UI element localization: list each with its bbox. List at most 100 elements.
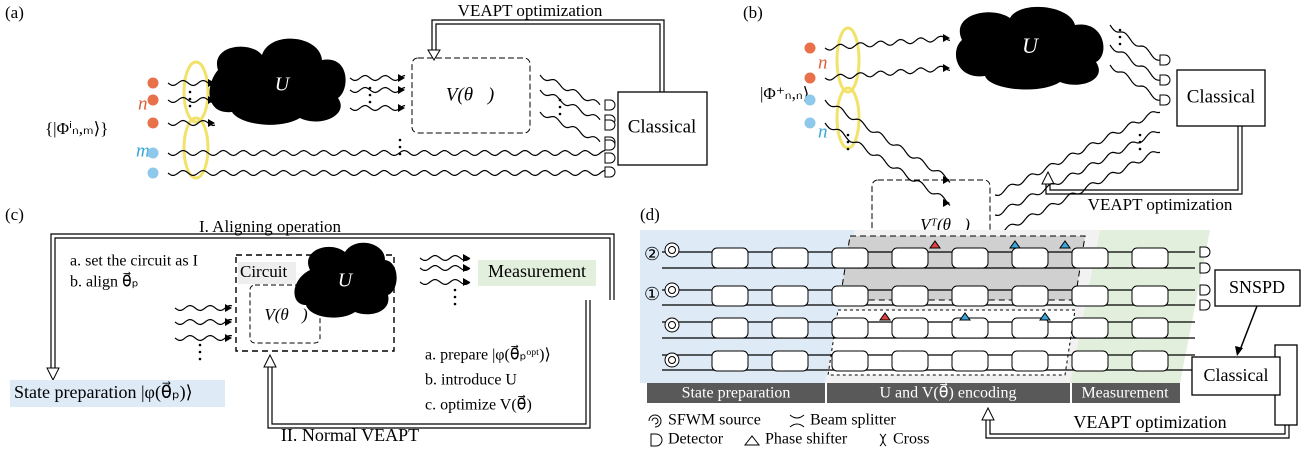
figure: (a) VEAPT optimization U V(θ⃗) Classical… — [0, 0, 1307, 449]
arrow-head — [47, 368, 59, 380]
photon-path — [168, 151, 605, 156]
classical-label: Classical — [1187, 86, 1256, 107]
interferometer — [1132, 351, 1168, 371]
step-text: c. optimize V(θ⃗) — [425, 394, 532, 414]
step-text: b. introduce U — [425, 372, 517, 389]
mode-label: m — [136, 140, 150, 161]
detector — [605, 167, 615, 177]
ellipsis-dot — [189, 98, 192, 101]
detector — [605, 100, 615, 110]
ellipsis-dot — [559, 113, 562, 116]
photon-path — [540, 112, 600, 142]
legend-icon — [880, 434, 886, 446]
arrow-head — [1042, 172, 1054, 184]
interferometer — [1132, 248, 1168, 268]
entangle-ring — [837, 28, 859, 92]
sfwm-source — [665, 353, 679, 367]
legend-icon — [651, 434, 662, 446]
ellipsis-dot — [369, 87, 372, 90]
photon-path — [168, 171, 605, 176]
interferometer — [712, 248, 748, 268]
panel-label: (c) — [5, 205, 24, 224]
panel-d: (d) ② ① SNSPD Classical State preparatio… — [640, 205, 1300, 448]
photon-path — [1110, 45, 1160, 80]
interferometer — [772, 286, 808, 306]
photon-path — [420, 256, 470, 261]
circuit-label: V(θ⃗) — [264, 305, 308, 324]
photon-path — [175, 306, 232, 311]
ellipsis-dot — [199, 351, 202, 354]
ellipsis-dot — [847, 148, 850, 151]
sfwm-source — [665, 283, 679, 297]
photon-source — [805, 73, 816, 84]
ellipsis-dot — [559, 99, 562, 102]
photon-path — [175, 336, 232, 341]
interferometer — [1012, 351, 1048, 371]
interferometer — [712, 351, 748, 371]
state-label: State preparation |φ(θ⃗ₚ)⟩ — [14, 381, 193, 403]
snspd-label: SNSPD — [1229, 277, 1285, 297]
interferometer — [832, 351, 868, 371]
photon-source — [148, 148, 159, 159]
panel-a: (a) VEAPT optimization U V(θ⃗) Classical… — [5, 1, 707, 179]
detector — [605, 120, 615, 130]
interferometer — [772, 351, 808, 371]
unitary-label: U — [338, 270, 354, 292]
panel-label: (b) — [743, 3, 763, 22]
photon-source — [805, 95, 816, 106]
classical-label: Classical — [1204, 365, 1269, 385]
photon-source — [805, 118, 816, 129]
interferometer — [772, 318, 808, 338]
step-text: b. align θ⃗ₚ — [70, 271, 139, 291]
ellipsis-dot — [1119, 43, 1122, 46]
ellipsis-dot — [189, 105, 192, 108]
interferometer — [712, 286, 748, 306]
arrow-head — [982, 408, 994, 420]
feedback-label: VEAPT optimization — [1088, 195, 1233, 214]
sfwm-source — [665, 318, 679, 332]
photon-path — [350, 76, 405, 81]
legend-icon — [649, 415, 661, 427]
interferometer — [832, 248, 868, 268]
unitary-label: U — [275, 74, 291, 96]
photon-path — [350, 88, 405, 93]
ellipsis-dot — [1139, 134, 1142, 137]
sfwm-source — [665, 243, 679, 257]
interferometer — [952, 248, 988, 268]
ellipsis-dot — [199, 358, 202, 361]
state-label: {|Φⁱₙ,ₘ⟩} — [45, 119, 108, 138]
legend-label: SFWM source — [668, 412, 761, 429]
ellipsis-dot — [847, 141, 850, 144]
arrow-head — [1235, 346, 1243, 356]
interferometer — [892, 351, 928, 371]
interferometer — [832, 286, 868, 306]
panel-c: (c) I. Aligning operation a. set the cir… — [5, 205, 614, 445]
feedback-label: VEAPT optimization — [458, 1, 603, 20]
photon-path — [420, 266, 470, 271]
photon-source — [148, 78, 159, 89]
detector — [605, 140, 615, 150]
detector — [1200, 300, 1210, 310]
arrow-head — [264, 355, 276, 367]
photon-path — [825, 100, 950, 182]
interferometer — [1012, 286, 1048, 306]
photon-source — [148, 118, 159, 129]
state-label: |Φ⁺ₙ,ₙ⟩ — [760, 84, 809, 103]
ellipsis-dot — [399, 146, 402, 149]
ellipsis-dot — [369, 94, 372, 97]
ellipsis-dot — [1139, 148, 1142, 151]
photon-source — [148, 168, 159, 179]
interferometer — [1072, 318, 1108, 338]
ellipsis-dot — [1119, 36, 1122, 39]
unitary-label: U — [1022, 33, 1040, 58]
circuit-title: Circuit — [240, 262, 287, 281]
ellipsis-dot — [454, 289, 457, 292]
legend-label: Detector — [668, 431, 724, 448]
detector — [605, 153, 615, 163]
panel-label: (a) — [5, 3, 24, 22]
ellipsis-dot — [369, 101, 372, 104]
ellipsis-dot — [199, 344, 202, 347]
step-text: a. prepare |φ(θ⃗ₚᵒᵖᵗ)⟩ — [425, 344, 551, 364]
circuit-label: V(θ⃗) — [446, 84, 494, 105]
ellipsis-dot — [454, 296, 457, 299]
